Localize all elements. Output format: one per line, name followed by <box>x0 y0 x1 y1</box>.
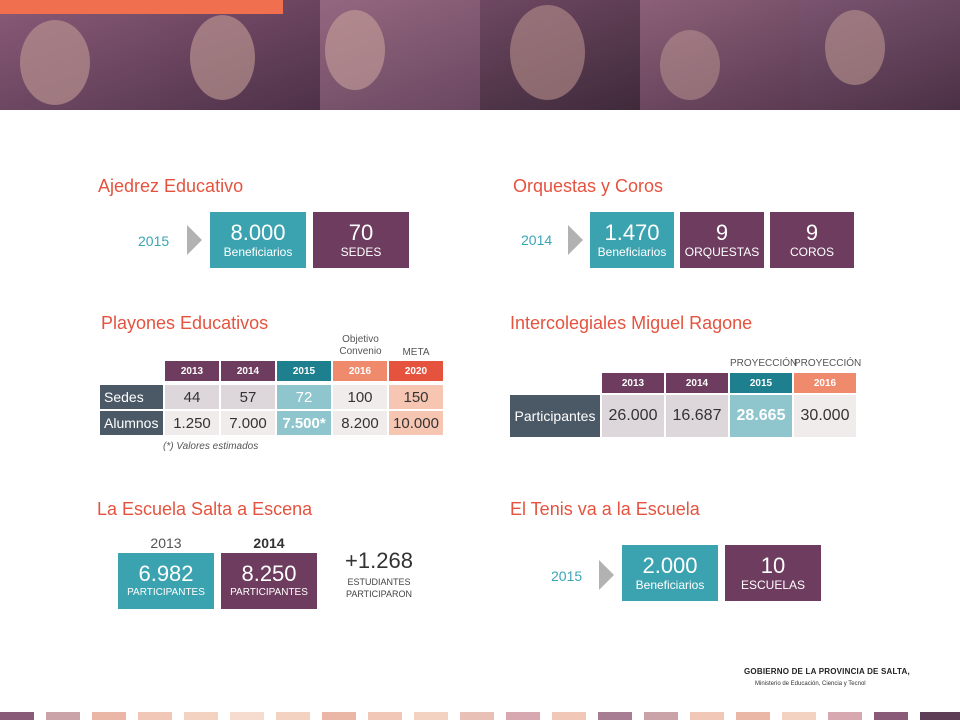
bottom-decorative-strip <box>0 712 960 720</box>
ajedrez-title: Ajedrez Educativo <box>98 176 244 196</box>
playones-alumnos-2020: 10.000 <box>389 411 443 435</box>
escena-delta-value: +1.268 <box>345 548 413 573</box>
tenis-beneficiarios-box: 2.000 Beneficiarios <box>622 545 718 601</box>
intercolegiales-proyeccion-2015: PROYECCIÓN <box>730 358 798 369</box>
playones-row-label-sedes: Sedes <box>100 385 163 409</box>
orquestas-orquestas-label: ORQUESTAS <box>684 245 760 259</box>
escena-title: La Escuela Salta a Escena <box>97 499 313 519</box>
banner-photo-1 <box>0 0 160 110</box>
intercolegiales-header-2016: 2016 <box>794 373 856 393</box>
ajedrez-year: 2015 <box>138 233 170 249</box>
playones-row-label-alumnos: Alumnos <box>100 411 163 435</box>
tenis-arrow-icon <box>599 560 614 590</box>
escena-year-2013: 2013 <box>150 535 182 551</box>
banner-photo-6 <box>800 0 960 110</box>
playones-header-2020: 2020 <box>389 361 443 381</box>
tenis-year: 2015 <box>551 568 583 584</box>
intercolegiales-header-2013: 2013 <box>602 373 664 393</box>
banner-photo-5 <box>640 0 800 110</box>
ajedrez-sedes-box: 70 SEDES <box>313 212 409 268</box>
footer-ministerio: Ministerio de Educación, Ciencia y Tecno… <box>755 681 866 687</box>
intercolegiales-row-label: Participantes <box>510 395 600 437</box>
orquestas-coros-value: 9 <box>805 220 819 245</box>
escena-year-2014: 2014 <box>253 535 285 551</box>
ajedrez-arrow-icon <box>187 225 202 255</box>
tenis-escuelas-value: 10 <box>760 553 786 578</box>
orquestas-year: 2014 <box>521 232 553 248</box>
intercolegiales-header-2015: 2015 <box>730 373 792 393</box>
orquestas-orquestas-value: 9 <box>715 220 729 245</box>
ajedrez-beneficiarios-value: 8.000 <box>230 220 286 245</box>
escena-delta-line1: ESTUDIANTES <box>347 577 411 587</box>
orquestas-beneficiarios-box: 1.470 Beneficiarios <box>590 212 674 268</box>
tenis-escuelas-label: ESCUELAS <box>740 578 806 592</box>
playones-title: Playones Educativos <box>101 313 269 333</box>
intercolegiales-value-2016: 30.000 <box>794 395 856 437</box>
intercolegiales-header-2014: 2014 <box>666 373 728 393</box>
orquestas-arrow-icon <box>568 225 583 255</box>
escena-2013-label: PARTICIPANTES <box>127 587 205 598</box>
intercolegiales-title: Intercolegiales Miguel Ragone <box>510 313 753 333</box>
playones-alumnos-2013: 1.250 <box>165 411 219 435</box>
banner-photo-2 <box>160 0 320 110</box>
escena-delta-line2: PARTICIPARON <box>345 589 412 599</box>
playones-alumnos-2014: 7.000 <box>221 411 275 435</box>
playones-header-2015: 2015 <box>277 361 331 381</box>
orquestas-title: Orquestas y Coros <box>513 176 664 196</box>
playones-sedes-2015: 72 <box>277 385 331 409</box>
playones-sedes-2013: 44 <box>165 385 219 409</box>
banner-photo-4 <box>480 0 640 110</box>
playones-header-2016: 2016 <box>333 361 387 381</box>
playones-header-2013: 2013 <box>165 361 219 381</box>
playones-note: (*) Valores estimados <box>163 441 259 452</box>
orquestas-coros-label: COROS <box>789 245 834 259</box>
footer-gobierno: GOBIERNO DE LA PROVINCIA DE SALTA, <box>744 667 910 676</box>
tenis-title: El Tenis va a la Escuela <box>510 499 700 519</box>
playones-alumnos-2016: 8.200 <box>333 411 387 435</box>
tenis-beneficiarios-value: 2.000 <box>642 553 698 578</box>
escena-2014-box: 8.250 PARTICIPANTES <box>221 553 317 609</box>
escena-2014-value: 8.250 <box>241 561 297 586</box>
tenis-beneficiarios-label: Beneficiarios <box>635 578 705 592</box>
playones-sedes-2016: 100 <box>333 385 387 409</box>
orquestas-orquestas-box: 9 ORQUESTAS <box>680 212 764 268</box>
playones-objetivo-label: Objetivo Convenio <box>339 334 382 357</box>
ajedrez-sedes-value: 70 <box>348 220 374 245</box>
intercolegiales-value-2013: 26.000 <box>602 395 664 437</box>
intercolegiales-value-2014: 16.687 <box>666 395 728 437</box>
escena-2013-value: 6.982 <box>138 561 194 586</box>
header-accent-bar <box>0 0 283 14</box>
ajedrez-beneficiarios-box: 8.000 Beneficiarios <box>210 212 306 268</box>
intercolegiales-proyeccion-2016: PROYECCIÓN <box>794 358 862 369</box>
playones-sedes-2020: 150 <box>389 385 443 409</box>
escena-2014-label: PARTICIPANTES <box>230 587 308 598</box>
header-photo-banner <box>0 0 960 110</box>
tenis-escuelas-box: 10 ESCUELAS <box>725 545 821 601</box>
playones-sedes-2014: 57 <box>221 385 275 409</box>
orquestas-beneficiarios-value: 1.470 <box>604 220 660 245</box>
orquestas-beneficiarios-label: Beneficiarios <box>597 245 667 259</box>
banner-photo-3 <box>320 0 480 110</box>
orquestas-coros-box: 9 COROS <box>770 212 854 268</box>
playones-header-2014: 2014 <box>221 361 275 381</box>
ajedrez-sedes-label: SEDES <box>340 245 382 259</box>
ajedrez-beneficiarios-label: Beneficiarios <box>223 245 293 259</box>
playones-meta-label: META <box>402 347 430 358</box>
escena-2013-box: 6.982 PARTICIPANTES <box>118 553 214 609</box>
playones-alumnos-2015: 7.500* <box>277 411 331 435</box>
intercolegiales-value-2015: 28.665 <box>730 395 792 437</box>
